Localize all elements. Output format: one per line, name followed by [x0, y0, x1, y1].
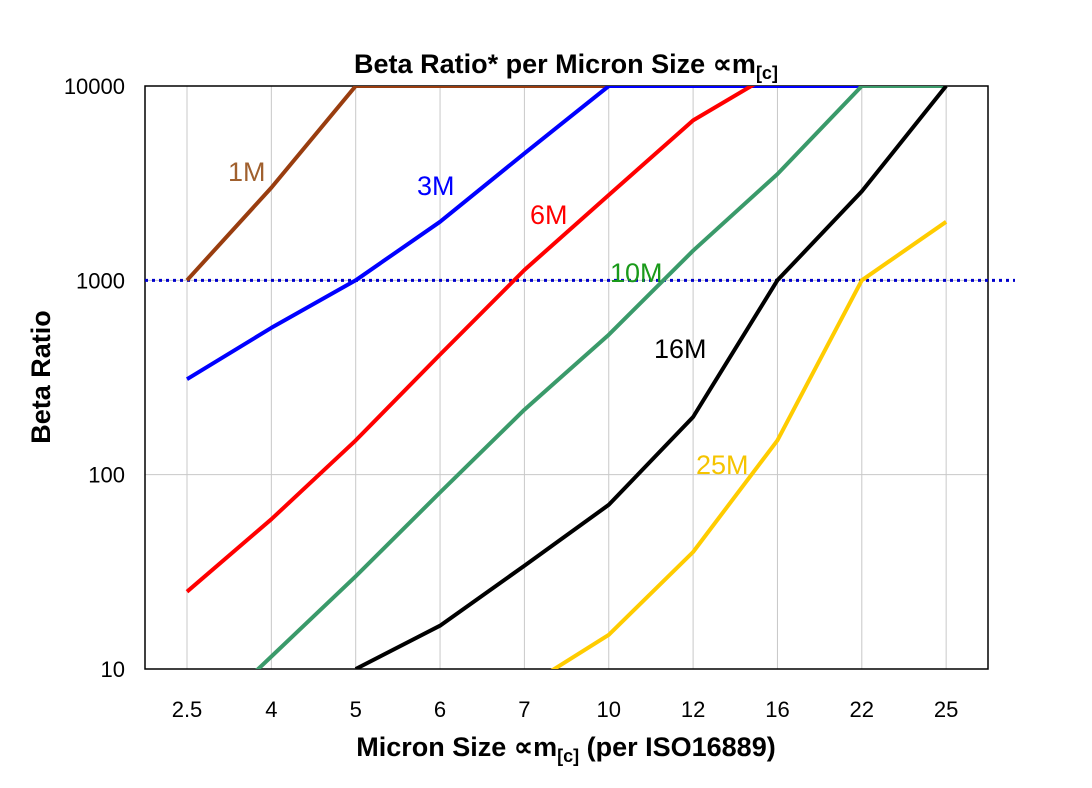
series-label-25M: 25M [696, 450, 749, 480]
series-label-1M: 1M [228, 157, 266, 187]
x-tick-labels: 2.5 4 5 6 7 10 12 16 22 25 [172, 697, 959, 722]
x-tick-label: 6 [434, 697, 446, 722]
series-labels: 1M 3M 6M 10M 16M 25M [228, 157, 749, 480]
series-group [187, 71, 946, 737]
series-label-3M: 3M [417, 171, 455, 201]
x-tick-label: 5 [350, 697, 362, 722]
y-tick-labels: 10 100 1000 10000 [64, 74, 125, 682]
chart-title: Beta Ratio* per Micron Size ∝m[c] [354, 49, 778, 83]
x-tick-label: 2.5 [172, 697, 203, 722]
y-axis-title: Beta Ratio [26, 310, 56, 444]
x-tick-label: 7 [518, 697, 530, 722]
x-tick-label: 16 [765, 697, 789, 722]
x-tick-label: 25 [934, 697, 958, 722]
x-axis-title: Micron Size ∝m[c] (per ISO16889) [356, 732, 775, 766]
x-tick-label: 4 [265, 697, 277, 722]
grid [145, 86, 988, 669]
series-label-16M: 16M [654, 334, 707, 364]
series-line-6M [187, 71, 777, 592]
y-tick-label: 10000 [64, 74, 125, 99]
x-tick-label: 10 [597, 697, 621, 722]
x-tick-label: 12 [681, 697, 705, 722]
y-tick-label: 100 [88, 463, 125, 488]
series-line-10M [187, 86, 946, 736]
x-tick-label: 22 [850, 697, 874, 722]
y-tick-label: 10 [101, 657, 125, 682]
series-label-6M: 6M [530, 200, 568, 230]
y-tick-label: 1000 [76, 268, 125, 293]
series-label-10M: 10M [610, 258, 663, 288]
